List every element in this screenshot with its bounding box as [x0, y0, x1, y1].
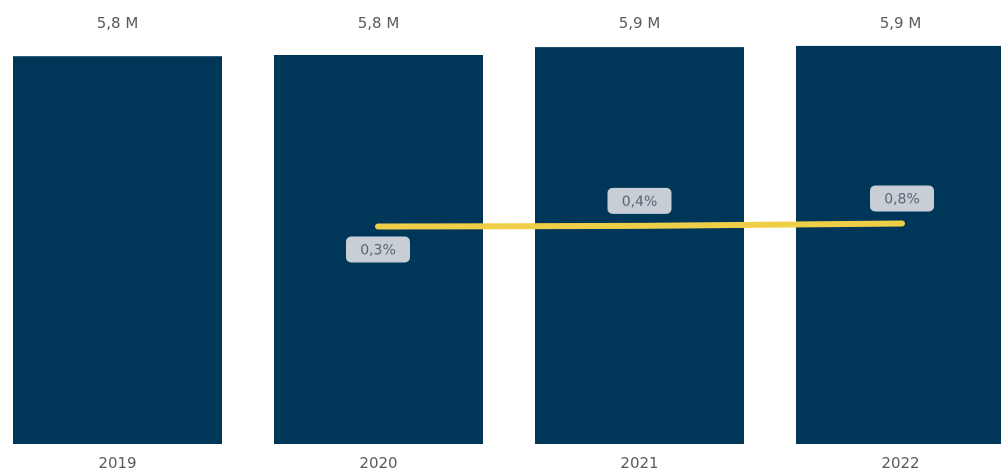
line-series	[375, 220, 905, 230]
line-data-label-bg-2021	[607, 187, 672, 214]
line-data-label-2020: 0,3%	[346, 236, 410, 263]
line-data-label-2022: 0,8%	[870, 185, 934, 212]
line-data-label-2021: 0,4%	[607, 187, 672, 214]
line-data-label-bg-2022	[870, 185, 934, 212]
x-tick-label-2022: 2022	[881, 454, 919, 471]
bar-2021	[535, 47, 744, 445]
x-tick-label-2021: 2021	[620, 454, 658, 471]
line-data-label-bg-2020	[346, 236, 410, 263]
bar-2019	[13, 56, 222, 444]
line-layer	[375, 220, 905, 230]
x-tick-label-2019: 2019	[98, 454, 136, 471]
bar-2022	[796, 45, 1001, 445]
bar-value-label-2020: 5,8 M	[358, 14, 400, 32]
bars-layer	[13, 45, 1001, 445]
line-data-label-text-2021: 0,4%	[622, 194, 658, 210]
bar-labels-layer: 5,8 M 5,8 M 5,9 M 5,9 M	[97, 14, 922, 32]
line-data-label-text-2022: 0,8%	[884, 192, 920, 208]
bar-value-label-2021: 5,9 M	[619, 14, 661, 32]
line-labels-layer: 0,3% 0,4% 0,8%	[346, 185, 934, 263]
x-axis-ticks: 2019 2020 2021 2022	[98, 454, 919, 471]
bar-value-label-2022: 5,9 M	[880, 14, 922, 32]
bar-value-label-2019: 5,8 M	[97, 14, 139, 32]
line-data-label-text-2020: 0,3%	[360, 243, 396, 259]
x-tick-label-2020: 2020	[359, 454, 397, 471]
